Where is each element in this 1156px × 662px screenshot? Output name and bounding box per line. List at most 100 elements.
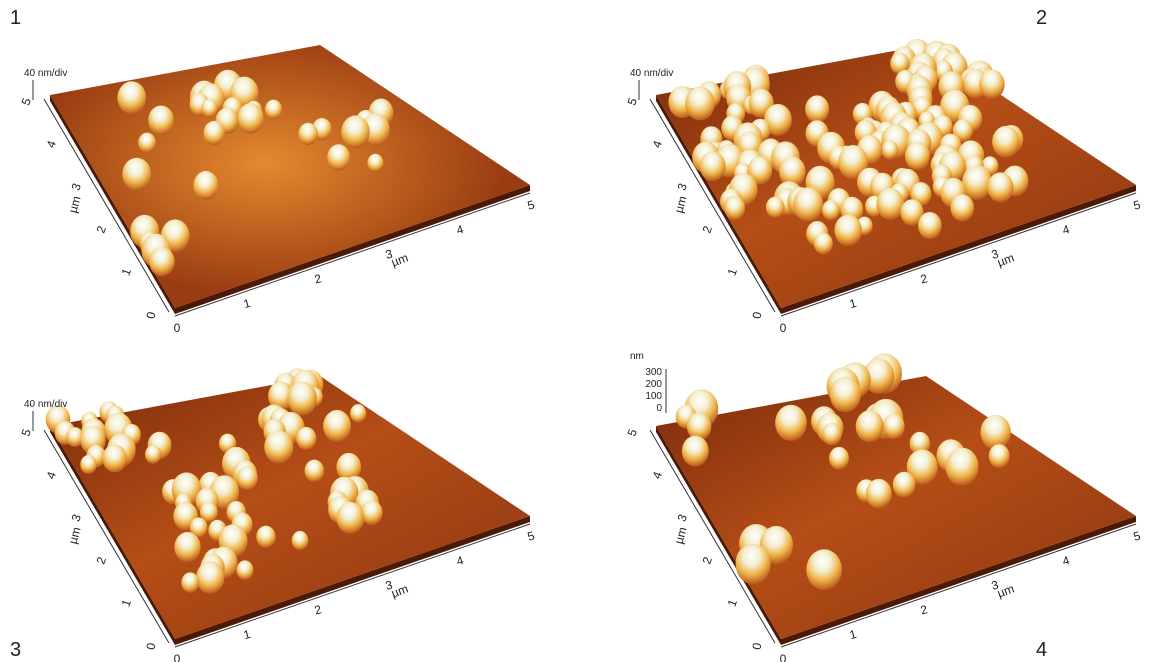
particle xyxy=(341,116,370,149)
panel-label: 4 xyxy=(1036,639,1047,661)
particle xyxy=(287,381,317,415)
y-tick-label: 0 xyxy=(144,310,159,319)
y-tick-label: 1 xyxy=(119,597,135,608)
particle xyxy=(181,572,199,593)
particle xyxy=(149,247,175,276)
y-tick-label: 4 xyxy=(650,138,666,149)
panel: 012345012345µmµm40 nm/div xyxy=(625,39,1143,335)
x-tick-label: 2 xyxy=(919,271,929,286)
x-tick-label: 2 xyxy=(919,602,929,617)
y-tick-label: 4 xyxy=(44,138,60,149)
y-tick-label: 1 xyxy=(725,597,741,608)
particle xyxy=(237,103,263,133)
y-tick-label: 0 xyxy=(750,641,765,650)
scale-label: 40 nm/div xyxy=(24,68,67,79)
y-tick-label: 5 xyxy=(19,96,35,107)
y-unit: µm xyxy=(672,525,690,545)
scale-label: 40 nm/div xyxy=(24,399,67,410)
particle xyxy=(806,549,842,590)
panels: 0 1 2 3 4 5 0 1 2 3 4 5 µm µm 40 nm/div 1 0 1 2 3 4 5 0 1 2 3 4 5 µm… xyxy=(10,7,1142,662)
y-tick-label: 5 xyxy=(19,427,35,438)
x-unit: µm xyxy=(995,582,1016,601)
particle xyxy=(256,526,275,548)
particle xyxy=(122,158,151,191)
y-tick-label: 2 xyxy=(700,224,716,235)
particle xyxy=(148,105,174,134)
y-tick-label: 2 xyxy=(94,224,110,235)
particle xyxy=(682,436,709,467)
y-tick-label: 3 xyxy=(675,512,691,523)
particle xyxy=(299,123,318,145)
particle xyxy=(264,430,293,463)
particle xyxy=(296,427,316,450)
particle xyxy=(822,423,842,446)
particle xyxy=(830,377,861,413)
particle xyxy=(196,561,224,593)
x-tick-label: 4 xyxy=(1061,222,1071,237)
particle xyxy=(350,404,366,423)
particle xyxy=(822,200,840,220)
particle xyxy=(945,448,978,486)
particle xyxy=(882,140,899,159)
particle xyxy=(987,172,1013,202)
panel: 012345012345µmµmnm3002001000 xyxy=(625,351,1143,662)
x-tick-label: 5 xyxy=(1132,528,1142,543)
particle xyxy=(685,86,715,120)
x-tick-label: 5 xyxy=(526,528,536,543)
particle xyxy=(80,455,96,474)
particle xyxy=(834,215,861,247)
panel-label: 3 xyxy=(10,639,21,661)
particle xyxy=(174,532,200,562)
y-tick-label: 3 xyxy=(69,512,85,523)
x-tick-label: 5 xyxy=(1132,197,1142,212)
y-unit: µm xyxy=(66,525,84,545)
y-tick-label: 1 xyxy=(725,266,741,277)
panel-label: 1 xyxy=(10,7,21,29)
particle xyxy=(829,447,849,470)
x-tick-label: 0 xyxy=(780,652,787,662)
particle xyxy=(323,410,351,442)
scale-unit: nm xyxy=(630,351,644,362)
scale-label: 40 nm/div xyxy=(630,68,673,79)
particle xyxy=(103,444,127,472)
x-unit: µm xyxy=(389,251,410,270)
x-tick-label: 5 xyxy=(526,197,536,212)
particle xyxy=(193,171,218,200)
x-tick-label: 4 xyxy=(455,222,465,237)
x-tick-label: 4 xyxy=(1061,553,1071,568)
y-tick-label: 1 xyxy=(119,266,135,277)
particle xyxy=(237,466,258,490)
x-tick-label: 1 xyxy=(848,296,858,311)
y-tick-label: 2 xyxy=(700,555,716,566)
particle xyxy=(117,81,146,114)
y-unit: µm xyxy=(66,194,84,214)
particle xyxy=(979,70,1005,99)
y-tick-label: 4 xyxy=(650,469,666,480)
particle xyxy=(814,233,833,255)
scale-tick-label: 100 xyxy=(645,391,662,402)
particle xyxy=(327,144,350,170)
x-tick-label: 0 xyxy=(174,652,181,662)
particle xyxy=(304,460,324,483)
x-tick-label: 1 xyxy=(242,296,252,311)
particle xyxy=(775,405,807,441)
y-tick-label: 0 xyxy=(750,310,765,319)
particle xyxy=(700,151,726,181)
x-tick-label: 1 xyxy=(848,627,858,642)
particle xyxy=(201,99,217,118)
y-unit: µm xyxy=(672,194,690,214)
y-tick-label: 4 xyxy=(44,469,60,480)
x-unit: µm xyxy=(389,582,410,601)
particle xyxy=(292,531,309,550)
scale-tick-label: 200 xyxy=(645,379,662,390)
panel-label: 2 xyxy=(1036,7,1047,29)
y-tick-label: 3 xyxy=(675,181,691,192)
particle xyxy=(805,95,829,123)
x-tick-label: 0 xyxy=(174,321,181,335)
particle xyxy=(138,133,156,153)
particle xyxy=(989,444,1010,468)
particle xyxy=(203,121,224,145)
particle xyxy=(766,197,785,218)
particle xyxy=(736,544,771,584)
particle xyxy=(866,479,892,509)
